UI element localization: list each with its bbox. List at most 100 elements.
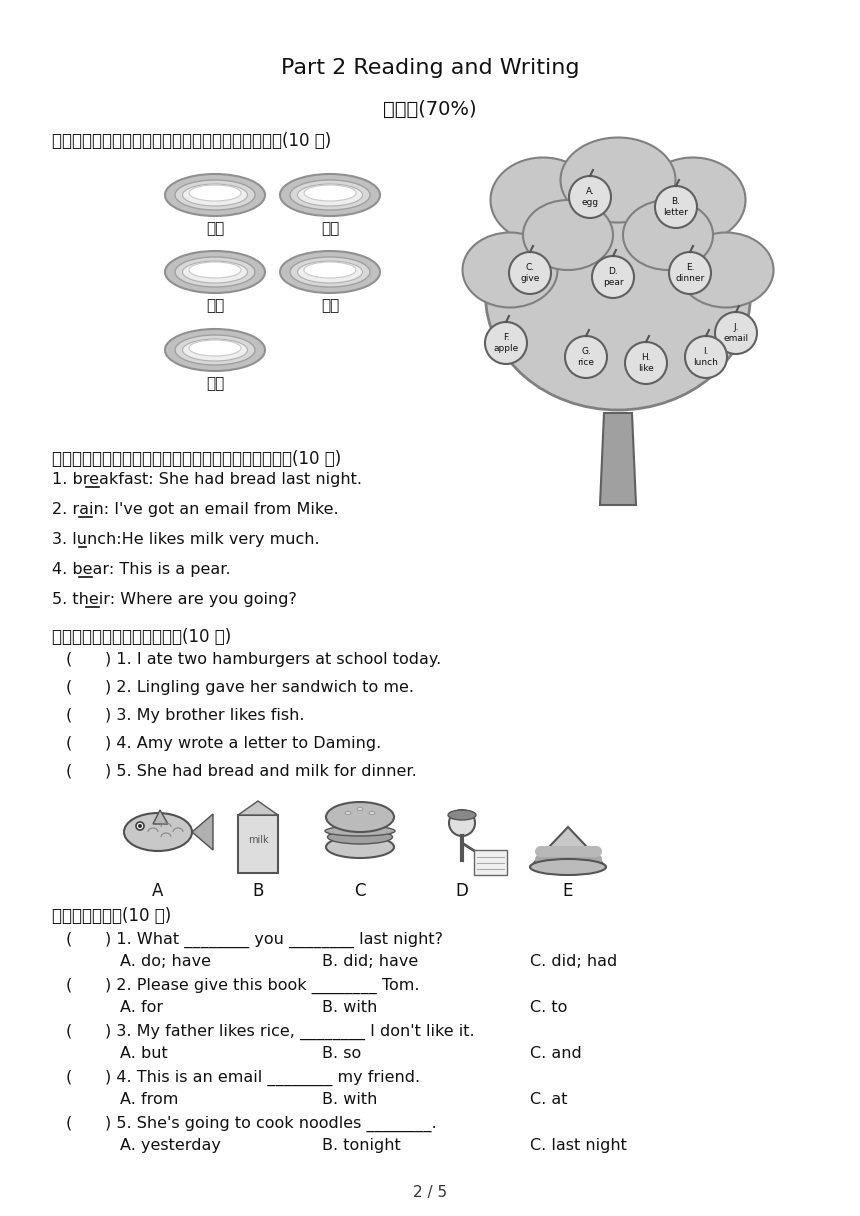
Text: F.
apple: F. apple: [494, 333, 519, 353]
Ellipse shape: [326, 803, 394, 832]
Ellipse shape: [357, 807, 363, 811]
Text: ) 1. I ate two hamburgers at school today.: ) 1. I ate two hamburgers at school toda…: [105, 652, 441, 668]
Text: 2 / 5: 2 / 5: [413, 1186, 447, 1200]
Text: C. at: C. at: [530, 1092, 568, 1107]
Ellipse shape: [175, 257, 255, 287]
Circle shape: [136, 822, 144, 831]
Text: (: (: [66, 978, 72, 993]
Ellipse shape: [304, 261, 356, 278]
Ellipse shape: [298, 184, 363, 206]
Ellipse shape: [124, 814, 192, 851]
Ellipse shape: [523, 199, 613, 270]
Text: (: (: [66, 680, 72, 696]
Text: C: C: [354, 882, 366, 900]
Ellipse shape: [182, 339, 248, 361]
Ellipse shape: [165, 330, 265, 371]
Ellipse shape: [189, 340, 241, 356]
Ellipse shape: [182, 261, 248, 283]
Text: 3. lunch:He likes milk very much.: 3. lunch:He likes milk very much.: [52, 533, 320, 547]
Text: ) 5. She had bread and milk for dinner.: ) 5. She had bread and milk for dinner.: [105, 764, 417, 779]
Text: (: (: [66, 736, 72, 751]
Text: (: (: [66, 764, 72, 779]
Circle shape: [669, 252, 711, 294]
Text: 五、摘苹果比赛，将树上的苹果放到相应的盘子里。(10 分): 五、摘苹果比赛，将树上的苹果放到相应的盘子里。(10 分): [52, 133, 331, 150]
Text: B.
letter: B. letter: [664, 197, 689, 216]
Ellipse shape: [561, 137, 675, 223]
Polygon shape: [192, 814, 213, 850]
Text: 4. bear: This is a pear.: 4. bear: This is a pear.: [52, 562, 230, 578]
Polygon shape: [238, 815, 278, 873]
Ellipse shape: [304, 185, 356, 201]
Text: A. for: A. for: [120, 1000, 163, 1015]
Text: D.
pear: D. pear: [603, 268, 624, 287]
Ellipse shape: [175, 180, 255, 210]
Text: ) 3. My brother likes fish.: ) 3. My brother likes fish.: [105, 708, 304, 724]
Text: A.
egg: A. egg: [581, 187, 599, 207]
Text: J.
email: J. email: [723, 323, 748, 343]
Ellipse shape: [189, 261, 241, 278]
Text: ) 1. What ________ you ________ last night?: ) 1. What ________ you ________ last nig…: [105, 931, 443, 948]
Circle shape: [449, 810, 475, 837]
Text: E.
dinner: E. dinner: [675, 264, 704, 282]
Polygon shape: [474, 850, 507, 876]
Ellipse shape: [290, 257, 370, 287]
Polygon shape: [153, 810, 168, 824]
Text: B. did; have: B. did; have: [322, 955, 418, 969]
Text: 七、选出与句意相符的图片。(10 分): 七、选出与句意相符的图片。(10 分): [52, 627, 231, 646]
Text: 水果: 水果: [206, 298, 224, 313]
Ellipse shape: [623, 199, 713, 270]
Text: H.
like: H. like: [638, 354, 654, 372]
Text: (: (: [66, 652, 72, 668]
Text: 八、单项选择。(10 分): 八、单项选择。(10 分): [52, 907, 171, 925]
Text: (: (: [66, 931, 72, 947]
Ellipse shape: [530, 858, 606, 876]
Text: 5. their: Where are you going?: 5. their: Where are you going?: [52, 592, 297, 607]
Circle shape: [685, 336, 727, 378]
Polygon shape: [238, 801, 278, 815]
Ellipse shape: [165, 250, 265, 293]
Text: ) 2. Lingling gave her sandwich to me.: ) 2. Lingling gave her sandwich to me.: [105, 680, 414, 696]
Circle shape: [509, 252, 551, 294]
Ellipse shape: [641, 158, 746, 242]
Text: C. to: C. to: [530, 1000, 568, 1015]
Text: 动词: 动词: [321, 221, 339, 236]
Text: ) 4. This is an email ________ my friend.: ) 4. This is an email ________ my friend…: [105, 1070, 421, 1086]
Text: B. so: B. so: [322, 1046, 361, 1062]
Ellipse shape: [369, 811, 375, 815]
Text: 通讯: 通讯: [206, 376, 224, 392]
Text: B. with: B. with: [322, 1092, 378, 1107]
Text: milk: milk: [248, 835, 268, 845]
Circle shape: [565, 336, 607, 378]
Text: (: (: [66, 1116, 72, 1131]
Text: 食物: 食物: [206, 221, 224, 236]
Ellipse shape: [290, 180, 370, 210]
Text: (: (: [66, 708, 72, 724]
Text: 读和写(70%): 读和写(70%): [384, 100, 476, 119]
Text: 2. rain: I've got an email from Mike.: 2. rain: I've got an email from Mike.: [52, 502, 339, 517]
Polygon shape: [600, 413, 636, 505]
Text: ) 4. Amy wrote a letter to Daming.: ) 4. Amy wrote a letter to Daming.: [105, 736, 381, 751]
Text: A. do; have: A. do; have: [120, 955, 211, 969]
Text: 三餐: 三餐: [321, 298, 339, 313]
Text: C. last night: C. last night: [530, 1138, 627, 1153]
Text: (: (: [66, 1070, 72, 1085]
Text: ) 5. She's going to cook noodles ________.: ) 5. She's going to cook noodles _______…: [105, 1116, 437, 1132]
Text: (: (: [66, 1024, 72, 1038]
Text: A. yesterday: A. yesterday: [120, 1138, 221, 1153]
Ellipse shape: [280, 250, 380, 293]
Text: A. but: A. but: [120, 1046, 168, 1062]
Ellipse shape: [325, 826, 395, 837]
Text: B. tonight: B. tonight: [322, 1138, 401, 1153]
Text: E: E: [562, 882, 573, 900]
Text: G.
rice: G. rice: [578, 348, 594, 367]
Ellipse shape: [345, 811, 351, 815]
Ellipse shape: [326, 837, 394, 858]
Ellipse shape: [328, 831, 392, 844]
Ellipse shape: [679, 232, 773, 308]
Ellipse shape: [490, 158, 595, 242]
Text: C. and: C. and: [530, 1046, 581, 1062]
Ellipse shape: [486, 180, 751, 410]
Ellipse shape: [182, 184, 248, 206]
Text: D: D: [456, 882, 469, 900]
Text: 六、读句子，圈出含有所给例词画线部分读音的单词。(10 分): 六、读句子，圈出含有所给例词画线部分读音的单词。(10 分): [52, 450, 341, 468]
